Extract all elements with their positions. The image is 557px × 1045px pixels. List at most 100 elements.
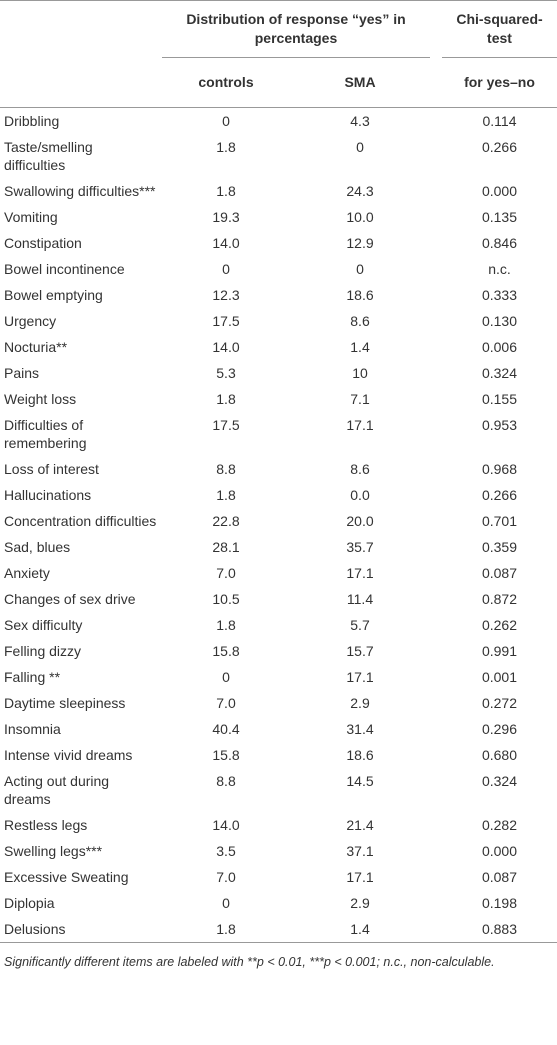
controls-value: 5.3 (216, 365, 236, 381)
controls-value: 8.8 (216, 773, 236, 789)
row-label: Daytime sleepiness (4, 695, 126, 711)
sma-value: 1.4 (350, 339, 370, 355)
controls-value: 0 (222, 113, 230, 129)
row-label: Bowel incontinence (4, 261, 125, 277)
p-value: 0.087 (481, 869, 518, 885)
table-row: Insomnia 40.4 31.4 0.296 (0, 716, 557, 742)
row-label: Insomnia (4, 721, 61, 737)
controls-value: 14.0 (212, 817, 240, 833)
controls-value: 12.3 (212, 287, 240, 303)
sma-value: 17.1 (346, 669, 374, 685)
table-row: Intense vivid dreams 15.8 18.6 0.680 (0, 742, 557, 768)
row-label: Taste/smelling difficulties (4, 139, 93, 173)
p-value: 0.359 (481, 539, 518, 555)
table-header: Distribution of response “yes” in percen… (0, 0, 557, 108)
table-row: Difficulties of remembering 17.5 17.1 0.953 (0, 412, 557, 456)
table-row: Dribbling 0 4.3 0.114 (0, 108, 557, 135)
p-value: 0.114 (482, 113, 517, 129)
table-row: Urgency 17.5 8.6 0.130 (0, 308, 557, 334)
sma-value: 10 (352, 365, 368, 381)
sma-value: 1.4 (350, 921, 370, 937)
row-label: Restless legs (4, 817, 88, 833)
row-label: Hallucinations (4, 487, 92, 503)
row-label: Excessive Sweating (4, 869, 129, 885)
p-value: 0.991 (481, 643, 518, 659)
table-row: Concentration difficulties 22.8 20.0 0.701 (0, 508, 557, 534)
table-row: Delusions 1.8 1.4 0.883 (0, 916, 557, 943)
controls-value: 14.0 (212, 339, 240, 355)
p-value: 0.155 (481, 391, 518, 407)
data-table: Distribution of response “yes” in percen… (0, 0, 557, 943)
p-value: 0.006 (481, 339, 518, 355)
sma-value: 4.3 (350, 113, 370, 129)
p-value: 0.266 (481, 139, 518, 155)
row-label: Sex difficulty (4, 617, 83, 633)
p-value: 0.001 (481, 669, 518, 685)
controls-value: 1.8 (216, 487, 236, 503)
p-value: 0.000 (481, 843, 518, 859)
p-value: 0.135 (481, 209, 518, 225)
table-row: Swallowing difficulties*** 1.8 24.3 0.000 (0, 178, 557, 204)
row-label: Diplopia (4, 895, 55, 911)
sma-value: 0 (356, 261, 364, 277)
row-label: Changes of sex drive (4, 591, 136, 607)
p-value: n.c. (488, 261, 511, 277)
sma-value: 2.9 (350, 895, 370, 911)
table-row: Bowel incontinence 0 0 n.c. (0, 256, 557, 282)
row-label: Dribbling (4, 113, 60, 129)
sma-value: 8.6 (350, 313, 370, 329)
p-value: 0.953 (481, 417, 518, 433)
controls-value: 0 (222, 261, 230, 277)
row-label: Loss of interest (4, 461, 99, 477)
table-row: Swelling legs*** 3.5 37.1 0.000 (0, 838, 557, 864)
p-value: 0.324 (481, 365, 518, 381)
p-value: 0.130 (481, 313, 518, 329)
row-label: Anxiety (4, 565, 50, 581)
sma-value: 5.7 (350, 617, 370, 633)
table-row: Falling ** 0 17.1 0.001 (0, 664, 557, 690)
footnote: Significantly different items are labele… (4, 955, 495, 969)
table-row: Loss of interest 8.8 8.6 0.968 (0, 456, 557, 482)
table-row: Diplopia 0 2.9 0.198 (0, 890, 557, 916)
controls-value: 1.8 (216, 183, 236, 199)
table-row: Weight loss 1.8 7.1 0.155 (0, 386, 557, 412)
sma-value: 31.4 (346, 721, 374, 737)
p-value: 0.324 (481, 773, 518, 789)
row-label: Intense vivid dreams (4, 747, 133, 763)
controls-value: 14.0 (212, 235, 240, 251)
controls-value: 15.8 (212, 643, 240, 659)
p-value: 0.968 (481, 461, 518, 477)
p-value: 0.087 (481, 565, 518, 581)
row-label: Bowel emptying (4, 287, 103, 303)
table-row: Sad, blues 28.1 35.7 0.359 (0, 534, 557, 560)
controls-value: 17.5 (212, 313, 240, 329)
sma-value: 20.0 (346, 513, 374, 529)
sma-value: 0.0 (350, 487, 370, 503)
table-row: Nocturia** 14.0 1.4 0.006 (0, 334, 557, 360)
p-value: 0.872 (481, 591, 518, 607)
controls-value: 0 (222, 669, 230, 685)
sma-value: 24.3 (346, 183, 374, 199)
sma-value: 18.6 (346, 287, 374, 303)
p-value: 0.266 (481, 487, 518, 503)
row-label: Nocturia** (4, 339, 68, 355)
sma-value: 7.1 (350, 391, 370, 407)
row-label: Difficulties of remembering (4, 417, 87, 451)
sma-value: 2.9 (350, 695, 370, 711)
sma-value: 15.7 (346, 643, 374, 659)
p-value: 0.846 (481, 235, 518, 251)
sma-value: 10.0 (346, 209, 374, 225)
controls-value: 10.5 (212, 591, 240, 607)
table-row: Hallucinations 1.8 0.0 0.266 (0, 482, 557, 508)
controls-value: 22.8 (212, 513, 240, 529)
sma-value: 11.4 (346, 591, 374, 607)
row-label: Falling ** (4, 669, 61, 685)
row-label: Urgency (4, 313, 57, 329)
table-body: Dribbling 0 4.3 0.114 Taste/smelling difficu… (0, 108, 557, 943)
table-row: Pains 5.3 10 0.324 (0, 360, 557, 386)
table-row: Acting out during dreams 8.8 14.5 0.324 (0, 768, 557, 812)
row-label: Sad, blues (4, 539, 71, 555)
controls-value: 1.8 (216, 139, 236, 155)
controls-value: 1.8 (216, 617, 236, 633)
sma-value: 12.9 (346, 235, 374, 251)
